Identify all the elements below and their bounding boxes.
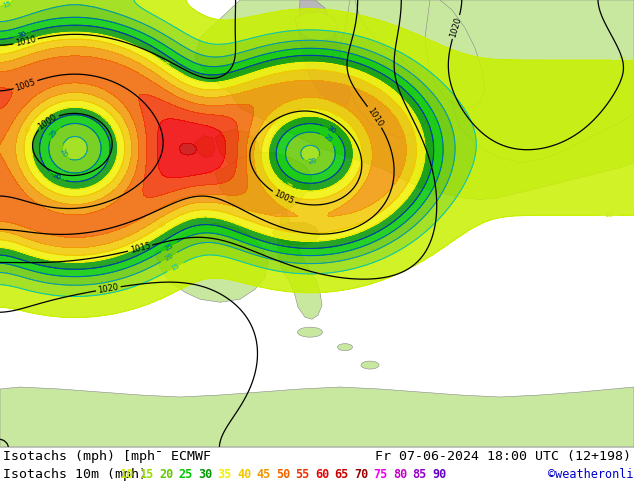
Text: 15: 15 bbox=[170, 262, 181, 272]
Text: 35: 35 bbox=[100, 114, 110, 124]
Text: 30: 30 bbox=[17, 30, 27, 39]
Text: 1010: 1010 bbox=[365, 106, 384, 128]
Text: 85: 85 bbox=[413, 468, 427, 482]
Text: 30: 30 bbox=[51, 172, 62, 182]
Text: 30: 30 bbox=[198, 468, 212, 482]
Text: 1020: 1020 bbox=[97, 283, 119, 295]
Text: 20: 20 bbox=[164, 252, 174, 262]
Text: 10: 10 bbox=[120, 468, 134, 482]
Text: 25: 25 bbox=[49, 128, 59, 139]
Ellipse shape bbox=[297, 327, 323, 337]
Text: 20: 20 bbox=[159, 468, 173, 482]
Text: 25: 25 bbox=[179, 468, 193, 482]
Text: Isotachs (mph) [mph¯ ECMWF: Isotachs (mph) [mph¯ ECMWF bbox=[3, 450, 211, 463]
Text: 60: 60 bbox=[315, 468, 329, 482]
Text: 35: 35 bbox=[283, 181, 294, 191]
Text: 25: 25 bbox=[164, 242, 174, 252]
Text: 55: 55 bbox=[295, 468, 310, 482]
Text: 40: 40 bbox=[237, 468, 251, 482]
Text: 25: 25 bbox=[164, 242, 174, 252]
Text: 30: 30 bbox=[326, 125, 337, 135]
Text: 15: 15 bbox=[139, 468, 154, 482]
Text: 25: 25 bbox=[49, 128, 59, 139]
Polygon shape bbox=[215, 130, 260, 170]
Text: 1020: 1020 bbox=[449, 16, 463, 38]
Text: 30: 30 bbox=[51, 172, 62, 182]
Text: 25: 25 bbox=[323, 133, 333, 144]
Text: 1010: 1010 bbox=[15, 35, 37, 48]
Text: ©weatheronline.co.uk: ©weatheronline.co.uk bbox=[548, 468, 634, 482]
Text: 1000: 1000 bbox=[37, 112, 59, 131]
Text: 65: 65 bbox=[335, 468, 349, 482]
Text: 20: 20 bbox=[59, 148, 68, 159]
Ellipse shape bbox=[361, 361, 379, 369]
Text: 1005: 1005 bbox=[14, 77, 37, 93]
Text: 10: 10 bbox=[604, 212, 613, 218]
Polygon shape bbox=[155, 223, 268, 302]
Polygon shape bbox=[195, 136, 215, 158]
Text: 30: 30 bbox=[326, 125, 337, 135]
Polygon shape bbox=[278, 207, 322, 319]
Text: 10: 10 bbox=[617, 57, 626, 63]
Text: 20: 20 bbox=[307, 158, 317, 165]
Text: 20: 20 bbox=[59, 148, 68, 159]
Text: Fr 07-06-2024 18:00 UTC (12+198): Fr 07-06-2024 18:00 UTC (12+198) bbox=[375, 450, 631, 463]
Polygon shape bbox=[298, 0, 350, 108]
Text: 45: 45 bbox=[257, 468, 271, 482]
Text: 20: 20 bbox=[164, 252, 174, 262]
Text: 90: 90 bbox=[432, 468, 446, 482]
Polygon shape bbox=[195, 0, 634, 199]
Text: 30: 30 bbox=[17, 30, 27, 39]
Text: 1005: 1005 bbox=[272, 189, 295, 206]
Text: Isotachs 10m (mph): Isotachs 10m (mph) bbox=[3, 468, 147, 482]
Text: 75: 75 bbox=[373, 468, 388, 482]
Text: 70: 70 bbox=[354, 468, 368, 482]
Polygon shape bbox=[272, 222, 320, 245]
Text: 1015: 1015 bbox=[129, 241, 152, 255]
Text: 40: 40 bbox=[157, 220, 168, 230]
Text: 80: 80 bbox=[393, 468, 407, 482]
Ellipse shape bbox=[337, 343, 353, 351]
Text: 35: 35 bbox=[217, 468, 232, 482]
Polygon shape bbox=[340, 0, 430, 138]
Text: 25: 25 bbox=[323, 133, 333, 144]
Polygon shape bbox=[295, 12, 338, 41]
Text: 40: 40 bbox=[330, 109, 340, 119]
Text: 50: 50 bbox=[276, 468, 290, 482]
Text: 15: 15 bbox=[170, 262, 181, 272]
Text: 15: 15 bbox=[1, 0, 11, 9]
Polygon shape bbox=[440, 0, 634, 163]
Text: 35: 35 bbox=[160, 58, 171, 68]
Text: 15: 15 bbox=[1, 0, 11, 9]
Polygon shape bbox=[215, 152, 312, 215]
Text: 20: 20 bbox=[307, 158, 317, 165]
Text: 40: 40 bbox=[24, 123, 33, 134]
Polygon shape bbox=[425, 0, 485, 108]
Polygon shape bbox=[0, 387, 634, 447]
